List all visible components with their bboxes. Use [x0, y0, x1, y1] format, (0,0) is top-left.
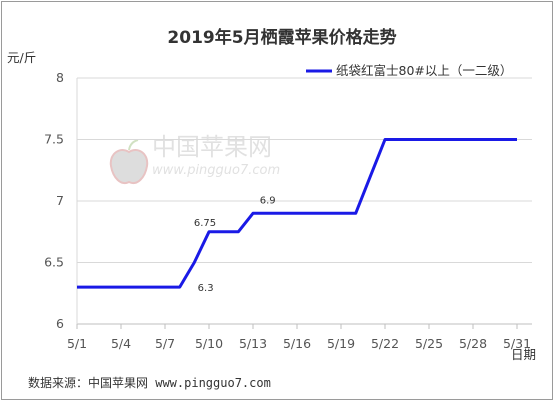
data-label: 6.9	[260, 195, 276, 206]
x-tick-label: 5/22	[371, 336, 399, 351]
x-tick-label: 5/19	[327, 336, 355, 351]
apple-logo-icon	[109, 139, 149, 184]
y-tick-label: 8	[56, 70, 64, 85]
x-tick-label: 5/13	[239, 336, 267, 351]
x-tick-label: 5/7	[155, 336, 175, 351]
x-tick-label: 5/16	[283, 336, 311, 351]
data-label: 6.75	[194, 218, 216, 229]
x-tick-label: 5/4	[111, 336, 131, 351]
x-tick-label: 5/28	[459, 336, 487, 351]
x-tick-label: 5/31	[503, 336, 531, 351]
legend-label: 纸袋红富士80#以上（一二级）	[336, 63, 512, 78]
y-tick-label: 6	[56, 316, 64, 331]
axes	[76, 78, 532, 329]
y-tick-label: 7	[56, 193, 64, 208]
y-tick-label: 7.5	[44, 132, 64, 147]
watermark-url: www.pingguo7.com	[152, 163, 280, 178]
legend: 纸袋红富士80#以上（一二级）	[306, 63, 512, 78]
x-axis-title: 日期	[511, 347, 536, 362]
plot-area	[77, 138, 517, 289]
data-source: 数据来源：中国苹果网 www.pingguo7.com	[28, 375, 271, 390]
y-axis-unit: 元/斤	[7, 50, 36, 65]
x-tick-label: 5/10	[195, 336, 223, 351]
x-tick-label: 5/25	[415, 336, 443, 351]
data-labels: 6.3 6.75 6.9	[194, 195, 276, 294]
chart-svg: 2019年5月栖霞苹果价格走势 元/斤 日期 中国苹果网 www.pingguo…	[7, 27, 536, 390]
x-tick-label: 5/1	[67, 336, 87, 351]
y-tick-label: 6.5	[44, 255, 64, 270]
tick-labels: 6 6.5 7 7.5 8 5/1 5/4 5/7 5/10 5/13 5/16 5/19 5/22 5/…	[44, 70, 531, 351]
chart-title: 2019年5月栖霞苹果价格走势	[167, 27, 396, 48]
watermark: 中国苹果网 www.pingguo7.com	[109, 133, 280, 184]
series-line	[77, 138, 517, 289]
data-label: 6.3	[198, 283, 214, 294]
watermark-name: 中国苹果网	[152, 133, 272, 161]
